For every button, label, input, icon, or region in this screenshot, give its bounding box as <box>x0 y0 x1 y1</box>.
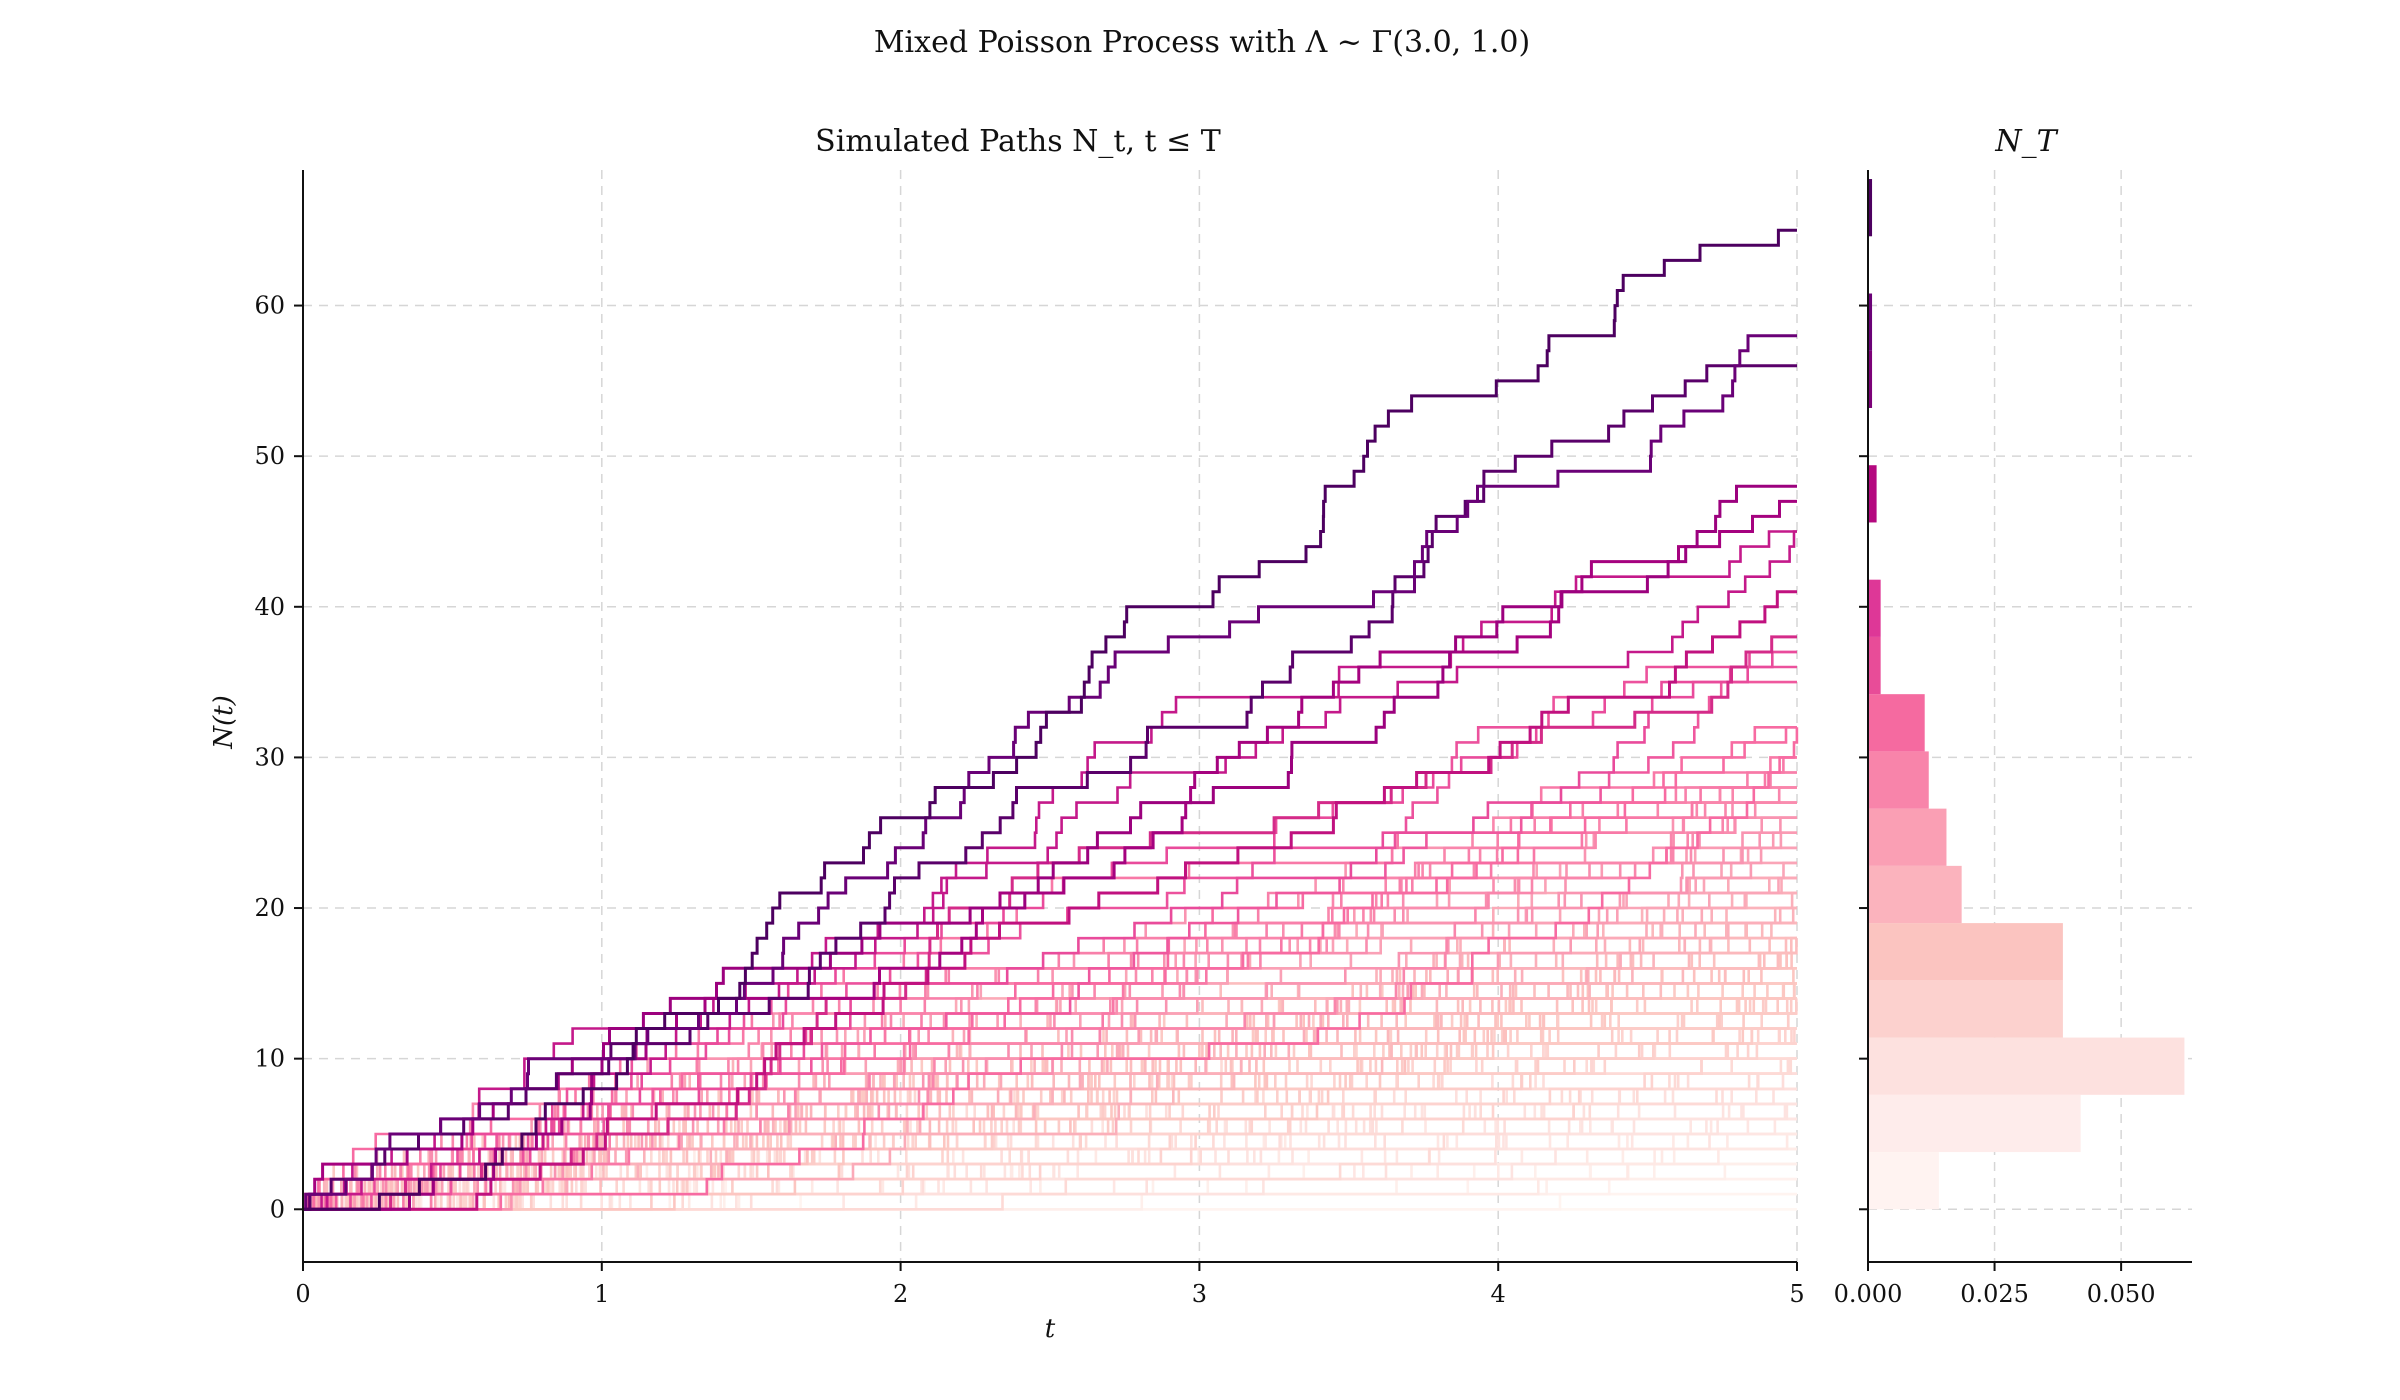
sample-path-187 <box>303 680 1797 1211</box>
sample-path-19 <box>303 1132 1797 1211</box>
sample-path-130 <box>303 951 1797 1211</box>
hist-bar-4 <box>1868 923 2063 981</box>
sample-path-12 <box>303 1162 1797 1211</box>
hist-bar-9 <box>1868 636 1881 695</box>
hist-bar-10 <box>1868 579 1881 637</box>
y-tick-label-5: 50 <box>254 442 285 470</box>
x-tick-label-2: 2 <box>893 1280 908 1308</box>
y-tick-label-2: 20 <box>254 894 285 922</box>
sample-path-113 <box>303 982 1797 1211</box>
x-tick-label-3: 3 <box>1192 1280 1207 1308</box>
sample-path-132 <box>303 951 1797 1211</box>
sample-path-174 <box>303 801 1797 1211</box>
paths-panel: Simulated Paths N_t, t ≤ T 0 1 2 3 4 50102030… <box>209 124 1805 1344</box>
x-tick-label-1: 1 <box>594 1280 609 1308</box>
hist-bar-2 <box>1868 1037 2185 1095</box>
x-axis-label: t <box>1045 1314 1056 1344</box>
sample-path-21 <box>303 1132 1797 1211</box>
sample-path-155 <box>303 891 1797 1211</box>
y-axis-label: N(t) <box>209 695 239 750</box>
sample-path-181 <box>303 771 1797 1211</box>
hist-bar-11 <box>1868 465 1877 523</box>
y-tick-label-6: 60 <box>254 292 285 320</box>
sample-path-192 <box>303 590 1797 1211</box>
sample-path-122 <box>303 982 1797 1211</box>
hist-bar-3 <box>1868 980 2063 1038</box>
hist-bar-12 <box>1868 350 1873 408</box>
x-tick-label-4: 4 <box>1491 1280 1506 1308</box>
sample-path-20 <box>303 1132 1797 1211</box>
sample-path-126 <box>303 951 1797 1211</box>
x-tick-label-5: 5 <box>1789 1280 1804 1308</box>
sample-path-79 <box>303 1042 1797 1211</box>
paths-series <box>302 228 1799 1211</box>
sample-path-67 <box>303 1072 1797 1211</box>
hist-bar-7 <box>1868 751 1929 809</box>
histogram-bars <box>1868 179 2185 1210</box>
sample-path-2 <box>303 1192 1797 1211</box>
sample-path-156 <box>303 891 1797 1211</box>
hist-x-tick-label-1: 0.025 <box>1960 1280 2029 1308</box>
sample-path-68 <box>303 1072 1797 1211</box>
sample-path-115 <box>303 982 1797 1211</box>
sample-path-13 <box>303 1162 1797 1211</box>
hist-bar-5 <box>1868 865 1962 924</box>
sample-path-163 <box>303 861 1797 1211</box>
histogram-axes: 0.000 0.025 0.050 <box>1834 170 2192 1308</box>
sample-path-175 <box>302 801 1797 1211</box>
paths-title: Simulated Paths N_t, t ≤ T <box>815 124 1221 159</box>
sample-path-154 <box>303 891 1797 1211</box>
y-tick-label-1: 10 <box>254 1045 285 1073</box>
hist-bar-1 <box>1868 1094 2081 1153</box>
hist-bar-0 <box>1868 1152 1939 1210</box>
x-tick-label-0: 0 <box>295 1280 310 1308</box>
sample-path-66 <box>303 1072 1797 1211</box>
sample-path-198 <box>303 334 1797 1211</box>
sample-path-135 <box>303 951 1797 1211</box>
sample-path-78 <box>303 1057 1797 1211</box>
sample-path-157 <box>303 891 1797 1211</box>
histogram-title: N_T <box>1994 124 2058 159</box>
y-tick-label-0: 0 <box>270 1195 285 1223</box>
y-tick-label-4: 40 <box>254 593 285 621</box>
sample-path-23 <box>303 1132 1797 1211</box>
figure-suptitle: Mixed Poisson Process with Λ ~ Γ(3.0, 1.… <box>874 25 1530 60</box>
sample-path-117 <box>303 982 1797 1211</box>
hist-x-tick-label-2: 0.050 <box>2087 1280 2156 1308</box>
hist-bar-14 <box>1868 179 1873 237</box>
hist-bar-6 <box>1868 808 1947 866</box>
sample-path-177 <box>303 786 1797 1211</box>
hist-bar-13 <box>1868 293 1873 351</box>
sample-path-118 <box>303 982 1797 1211</box>
sample-path-199 <box>303 228 1797 1211</box>
sample-path-3 <box>303 1192 1797 1211</box>
sample-path-184 <box>303 726 1799 1211</box>
hist-bar-8 <box>1868 694 1925 752</box>
hist-x-tick-label-0: 0.000 <box>1834 1280 1903 1308</box>
y-tick-label-3: 30 <box>254 743 285 771</box>
histogram-panel: N_T 0.000 0.025 0.050 <box>1834 124 2192 1308</box>
